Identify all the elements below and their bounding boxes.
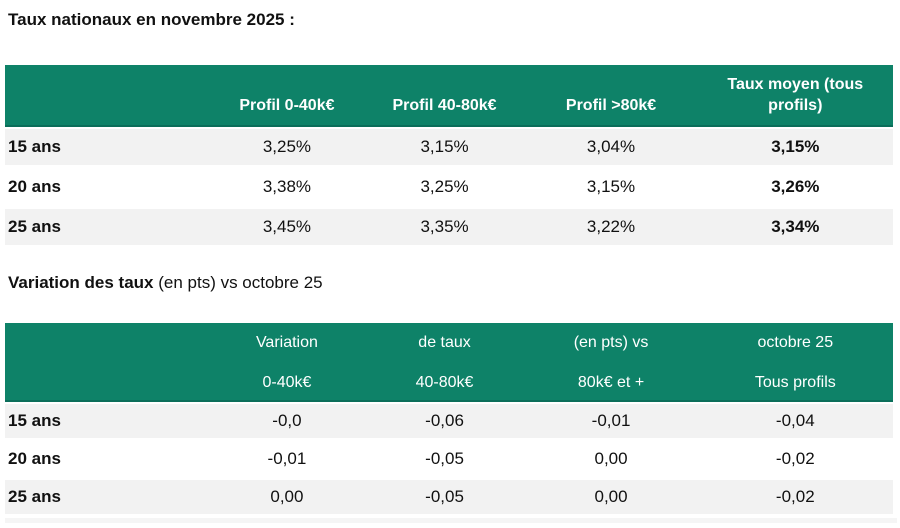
table-row-25-ans: 25 ans 3,45% 3,35% 3,22% 3,34% bbox=[5, 207, 893, 247]
header-cell-taux-moyen: Taux moyen (tous profils) bbox=[727, 76, 864, 114]
table-row-20-ans: 20 ans 3,38% 3,25% 3,15% 3,26% bbox=[5, 167, 893, 207]
header-cell-empty bbox=[5, 323, 209, 400]
row-label: 20 ans bbox=[5, 167, 210, 207]
rate-cell: 3,45% bbox=[209, 207, 365, 247]
variation-cell: -0,01 bbox=[524, 402, 698, 440]
table-national-rates: Profil 0-40k€ Profil 40-80k€ Profil >80k… bbox=[5, 65, 893, 247]
header-line-1: Variation bbox=[255, 334, 318, 351]
variation-cell: -0,02 bbox=[697, 478, 893, 516]
rate-cell: 3,04% bbox=[524, 127, 698, 167]
rate-cell: 3,35% bbox=[364, 207, 525, 247]
rate-cell: 3,15% bbox=[524, 167, 698, 207]
page-title-variations: Variation des taux (en pts) vs octobre 2… bbox=[8, 273, 900, 293]
table-row-15-ans: 15 ans -0,0 -0,06 -0,01 -0,04 bbox=[5, 402, 893, 440]
page-title-national-rates: Taux nationaux en novembre 2025 : bbox=[8, 10, 295, 29]
rate-cell-average: 3,15% bbox=[697, 127, 893, 167]
header-line-1: octobre 25 bbox=[757, 334, 834, 351]
rate-cell-average: 3,34% bbox=[697, 207, 893, 247]
partial-next-row-strip bbox=[5, 518, 897, 523]
table-variations-header-row: Variation 0-40k€ de taux 40-80k€ (en pts… bbox=[5, 323, 893, 402]
table-rate-variations: Variation 0-40k€ de taux 40-80k€ (en pts… bbox=[5, 323, 893, 516]
rate-cell: 3,22% bbox=[524, 207, 698, 247]
variation-cell: -0,0 bbox=[209, 402, 365, 440]
header-cell-empty bbox=[5, 65, 209, 125]
variation-cell: 0,00 bbox=[524, 478, 698, 516]
row-label: 20 ans bbox=[5, 440, 210, 478]
header-line-2: 40-80k€ bbox=[415, 374, 474, 391]
header-line-2: Tous profils bbox=[754, 374, 836, 391]
variation-cell: -0,02 bbox=[697, 440, 893, 478]
header-cell-en-pts-80k-plus: (en pts) vs 80k€ et + bbox=[524, 323, 697, 400]
header-cell-profil-0-40k: Profil 0-40k€ bbox=[239, 97, 335, 114]
table-row-20-ans: 20 ans -0,01 -0,05 0,00 -0,02 bbox=[5, 440, 893, 478]
header-line-1: de taux bbox=[418, 334, 471, 351]
variation-cell: 0,00 bbox=[524, 440, 698, 478]
header-cell-profil-80k-plus: Profil >80k€ bbox=[565, 97, 657, 114]
rate-cell: 3,38% bbox=[209, 167, 365, 207]
rate-cell-average: 3,26% bbox=[697, 167, 893, 207]
variation-cell: -0,05 bbox=[364, 478, 525, 516]
header-cell-profil-40-80k: Profil 40-80k€ bbox=[392, 97, 497, 114]
variation-cell: 0,00 bbox=[209, 478, 365, 516]
rate-cell: 3,25% bbox=[364, 167, 525, 207]
variation-cell: -0,04 bbox=[697, 402, 893, 440]
row-label: 25 ans bbox=[5, 207, 210, 247]
title-variations-suffix: (en pts) vs octobre 25 bbox=[153, 273, 323, 292]
title-variations-bold: Variation des taux bbox=[8, 273, 154, 292]
variation-cell: -0,05 bbox=[364, 440, 525, 478]
table-row-15-ans: 15 ans 3,25% 3,15% 3,04% 3,15% bbox=[5, 127, 893, 167]
header-line-2: 80k€ et + bbox=[577, 374, 645, 391]
header-line-1: (en pts) vs bbox=[573, 334, 649, 351]
header-cell-de-taux-40-80k: de taux 40-80k€ bbox=[365, 323, 525, 400]
rate-cell: 3,15% bbox=[364, 127, 525, 167]
table-row-25-ans: 25 ans 0,00 -0,05 0,00 -0,02 bbox=[5, 478, 893, 516]
table-rates-header-row: Profil 0-40k€ Profil 40-80k€ Profil >80k… bbox=[5, 65, 893, 127]
variation-cell: -0,06 bbox=[364, 402, 525, 440]
rate-cell: 3,25% bbox=[209, 127, 365, 167]
header-cell-octobre-tous-profils: octobre 25 Tous profils bbox=[698, 323, 893, 400]
row-label: 25 ans bbox=[5, 478, 210, 516]
row-label: 15 ans bbox=[5, 127, 210, 167]
row-label: 15 ans bbox=[5, 402, 210, 440]
header-cell-variation-0-40k: Variation 0-40k€ bbox=[209, 323, 364, 400]
header-line-2: 0-40k€ bbox=[262, 374, 312, 391]
variation-cell: -0,01 bbox=[209, 440, 365, 478]
